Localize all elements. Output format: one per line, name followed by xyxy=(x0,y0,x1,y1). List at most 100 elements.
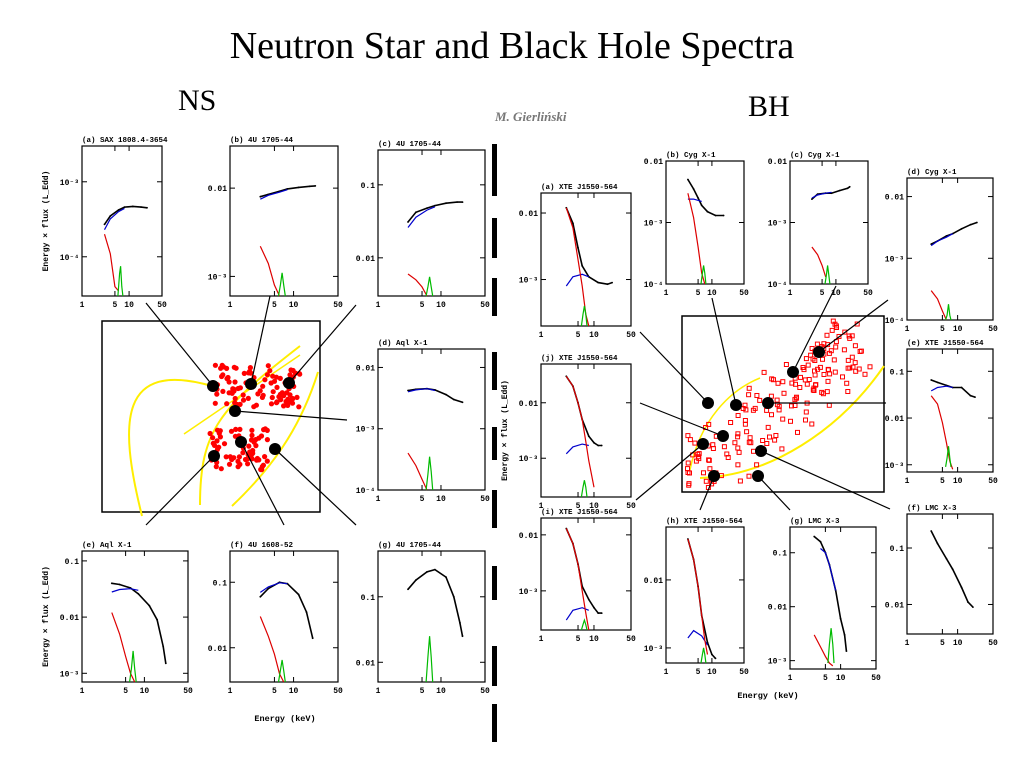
series-total-point xyxy=(600,444,603,447)
ns-data-dot xyxy=(245,395,251,401)
series-comptonized xyxy=(565,443,589,455)
ns-data-dot xyxy=(224,376,230,382)
ns-data-dot xyxy=(264,427,270,433)
bh-data-point xyxy=(737,478,743,484)
ns-data-dot xyxy=(214,427,221,433)
series-total-point xyxy=(600,612,603,614)
panel-title: (g) LMC X-3 xyxy=(790,518,840,526)
series-total-point xyxy=(452,595,455,598)
divider-dash xyxy=(492,144,497,196)
state-marker xyxy=(762,397,774,409)
series-total-point xyxy=(308,185,311,188)
series-disc xyxy=(565,375,595,488)
series-total-point xyxy=(426,571,428,573)
bh-data-point xyxy=(805,362,811,368)
series-total-point xyxy=(117,209,120,211)
bh-data-point xyxy=(780,416,786,422)
series-total-point xyxy=(697,197,699,199)
panel-title: (i) XTE J1550-564 xyxy=(541,509,618,517)
ns-data-dot xyxy=(287,398,293,405)
connector-line xyxy=(274,448,357,526)
y-tick-label: 0.01 xyxy=(885,194,904,203)
bh-data-point xyxy=(732,440,738,446)
bh-data-point xyxy=(703,478,709,484)
ns-data-dot xyxy=(253,402,259,408)
x-tick-label: 5 xyxy=(272,301,277,310)
x-tick-label: 5 xyxy=(940,477,945,486)
state-marker xyxy=(283,377,295,389)
bh-data-point xyxy=(834,325,839,330)
bh-data-point xyxy=(747,435,753,441)
y-tick-label: 10⁻³ xyxy=(60,670,79,679)
bh-data-point xyxy=(847,365,853,371)
y-tick-label: 10⁻³ xyxy=(768,658,787,667)
x-tick-label: 50 xyxy=(871,674,881,683)
x-tick-label: 50 xyxy=(480,301,490,310)
x-tick-label: 1 xyxy=(664,668,669,677)
series-comptonized xyxy=(259,582,288,593)
x-tick-label: 10 xyxy=(289,301,299,310)
bh-data-point xyxy=(858,348,864,354)
ns-data-dot xyxy=(273,400,280,406)
x-tick-label: 50 xyxy=(739,289,749,298)
x-tick-label: 10 xyxy=(953,639,963,648)
bh-data-point xyxy=(826,350,832,356)
x-tick-label: 50 xyxy=(626,331,636,340)
bh-data-point xyxy=(721,444,727,450)
spectrum-panel-bh-a: (a) XTE J1550-564 1 5 10 50 0.01 10⁻³ xyxy=(519,184,636,340)
ns-data-dot xyxy=(221,441,228,447)
spectrum-panel-bh-i: (i) XTE J1550-564 1 5 10 50 0.01 10⁻³ xyxy=(519,509,636,644)
x-tick-label: 1 xyxy=(788,289,793,298)
bh-data-point xyxy=(794,394,799,400)
x-tick-label: 1 xyxy=(905,477,910,486)
y-tick-label: 10⁻³ xyxy=(885,462,904,471)
bh-data-point xyxy=(754,462,760,468)
bh-data-point xyxy=(769,412,774,418)
ns-data-dot xyxy=(245,461,251,467)
bh-track-curve xyxy=(689,377,761,471)
series-total-point xyxy=(974,396,976,398)
series-line xyxy=(425,276,434,297)
series-total-point xyxy=(960,586,963,589)
bh-data-point xyxy=(821,341,827,347)
panel-title: (d) Cyg X-1 xyxy=(907,169,957,177)
ns-data-dot xyxy=(216,444,222,450)
ns-data-dot xyxy=(277,375,283,381)
y-tick-label: 0.01 xyxy=(60,614,79,623)
series-total-point xyxy=(109,215,112,217)
slide-title: Neutron Star and Black Hole Spectra xyxy=(229,25,795,67)
bh-data-point xyxy=(780,379,786,385)
x-tick-label: 5 xyxy=(696,668,701,677)
series-total-point xyxy=(714,657,717,660)
series-total-point xyxy=(930,530,933,532)
series-total-point xyxy=(461,635,464,638)
y-axis-label: Energy × flux (L_Edd) xyxy=(501,380,510,481)
series-disc xyxy=(565,528,590,631)
state-marker xyxy=(752,470,764,482)
ns-data-dot xyxy=(296,404,302,410)
ns-data-dot xyxy=(231,364,237,370)
bh-data-point xyxy=(693,458,699,464)
x-tick-label: 50 xyxy=(480,495,490,504)
bh-data-point xyxy=(824,332,830,338)
series-total-point xyxy=(593,441,595,444)
divider-dash xyxy=(492,352,497,390)
y-tick-label: 0.01 xyxy=(644,577,663,586)
connector-line xyxy=(760,450,891,510)
series-total-point xyxy=(843,634,846,636)
y-tick-label: 10⁻⁴ xyxy=(768,281,787,290)
series-total-point xyxy=(434,568,436,571)
series-total-point xyxy=(606,283,609,286)
y-tick-label: 0.1 xyxy=(890,368,905,377)
series-disc xyxy=(407,452,428,491)
bh-data-point xyxy=(826,367,831,373)
ns-data-dot xyxy=(248,437,255,443)
x-tick-label: 1 xyxy=(664,289,669,298)
x-tick-label: 10 xyxy=(953,325,963,334)
bh-data-point xyxy=(701,470,706,476)
x-tick-label: 1 xyxy=(539,502,544,511)
series-line xyxy=(700,265,707,285)
x-tick-label: 5 xyxy=(576,635,581,644)
bh-data-point xyxy=(774,397,780,403)
ns-data-dot xyxy=(246,443,252,449)
